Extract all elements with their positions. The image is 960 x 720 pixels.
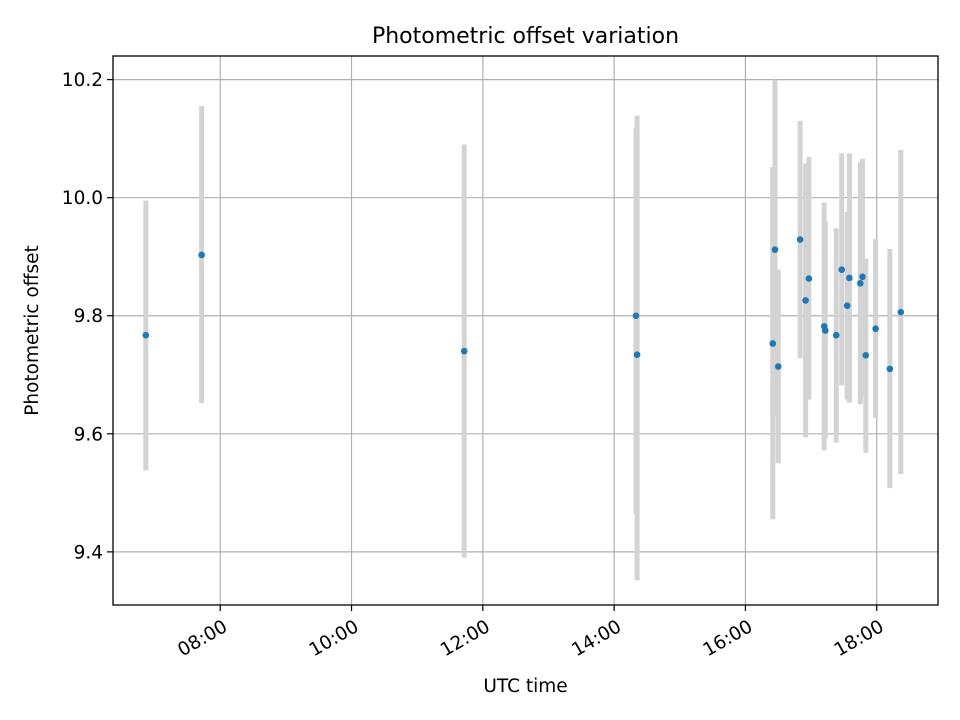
data-point [142, 331, 150, 339]
y-tick-label: 10.2 [62, 70, 103, 91]
y-tick-label: 10.0 [62, 188, 103, 209]
data-point [771, 246, 779, 253]
data-point [857, 279, 864, 287]
chart-title: Photometric offset variation [372, 24, 679, 49]
data-point [774, 363, 782, 370]
data-point [633, 351, 641, 359]
data-point [769, 340, 777, 347]
data-points [142, 236, 905, 373]
y-tick-label: 9.6 [74, 424, 103, 445]
data-point [859, 273, 866, 281]
plot-area-frame [112, 55, 939, 606]
data-point [832, 331, 840, 339]
x-axis-label: UTC time [483, 676, 567, 697]
data-point [796, 236, 804, 243]
data-point [198, 251, 205, 259]
data-point [460, 347, 468, 355]
data-point [632, 312, 640, 320]
data-point [802, 297, 809, 304]
data-point [805, 275, 813, 282]
data-point [872, 325, 879, 333]
data-point [822, 327, 829, 334]
y-tick-label: 9.4 [74, 542, 103, 563]
y-axis-label: Photometric offset [22, 245, 43, 416]
data-point [886, 365, 894, 373]
data-point [843, 302, 851, 310]
data-point [838, 266, 846, 273]
data-point [846, 274, 853, 282]
y-tick-label: 9.8 [74, 306, 103, 327]
data-point [897, 308, 905, 316]
y-axis-ticks: 9.4 9.6 9.8 10.0 10.2 [62, 70, 113, 563]
data-point [862, 351, 870, 359]
